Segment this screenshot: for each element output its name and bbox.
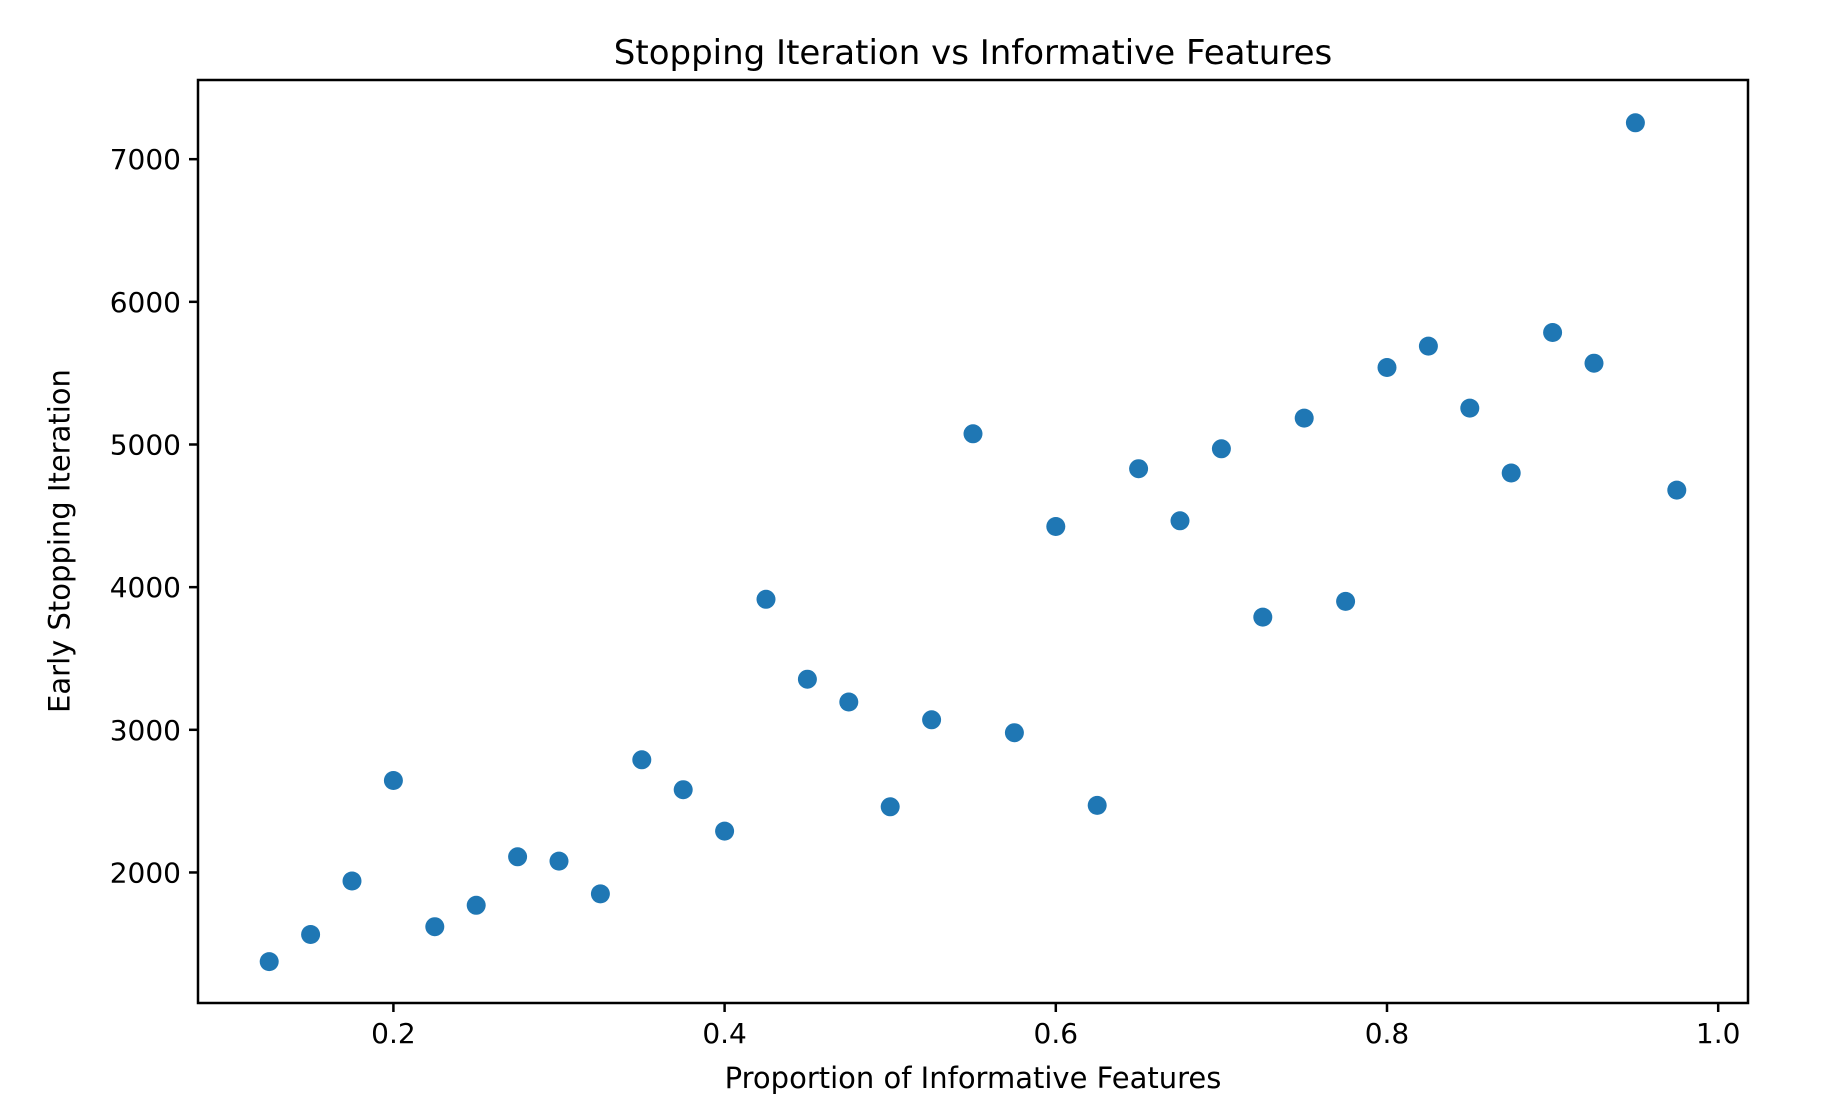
scatter-point — [1625, 113, 1645, 133]
y-tick-label: 2000 — [110, 856, 181, 889]
scatter-point — [1460, 398, 1480, 418]
scatter-point — [839, 692, 859, 712]
chart-title: Stopping Iteration vs Informative Featur… — [613, 33, 1333, 73]
scatter-point — [1087, 795, 1107, 815]
scatter-point — [1418, 336, 1438, 356]
axes-frame — [196, 78, 1750, 1005]
scatter-point — [1667, 480, 1687, 500]
scatter-point — [880, 797, 900, 817]
x-tick-label: 1.0 — [1696, 1017, 1741, 1050]
scatter-point — [466, 895, 486, 915]
x-tick-label: 0.4 — [702, 1017, 747, 1050]
scatter-point — [425, 917, 445, 937]
scatter-point — [1501, 463, 1521, 483]
scatter-point — [632, 750, 652, 770]
scatter-point — [1004, 723, 1024, 743]
scatter-point — [922, 710, 942, 730]
scatter-point — [508, 847, 528, 867]
scatter-point — [715, 821, 735, 841]
scatter-point — [1336, 591, 1356, 611]
y-tick-label: 7000 — [110, 143, 181, 176]
x-tick-label: 0.8 — [1365, 1017, 1410, 1050]
scatter-point — [342, 871, 362, 891]
scatter-point — [756, 589, 776, 609]
y-tick-label: 5000 — [110, 428, 181, 461]
y-tick-label: 4000 — [110, 571, 181, 604]
y-tick-label: 3000 — [110, 714, 181, 747]
scatter-point — [797, 669, 817, 689]
scatter-point — [301, 925, 321, 944]
scatter-point — [259, 952, 279, 972]
scatter-point — [1543, 323, 1563, 342]
scatter-point — [1377, 358, 1397, 377]
scatter-point — [673, 780, 693, 800]
scatter-point — [1253, 607, 1273, 627]
scatter-point — [1211, 439, 1231, 459]
scatter-point — [963, 424, 983, 444]
scatter-point — [590, 884, 610, 904]
x-tick-label: 0.6 — [1034, 1017, 1079, 1050]
scatter-point — [1584, 353, 1604, 373]
scatter-point — [1046, 517, 1066, 536]
scatter-point — [1129, 459, 1149, 479]
scatter-point — [1294, 408, 1314, 428]
scatter-point — [1170, 511, 1190, 531]
scatter-point — [383, 771, 403, 790]
y-tick-label: 6000 — [110, 286, 181, 319]
x-tick-label: 0.2 — [371, 1017, 416, 1050]
x-axis-label: Proportion of Informative Features — [724, 1061, 1222, 1095]
scatter-point — [549, 851, 569, 871]
